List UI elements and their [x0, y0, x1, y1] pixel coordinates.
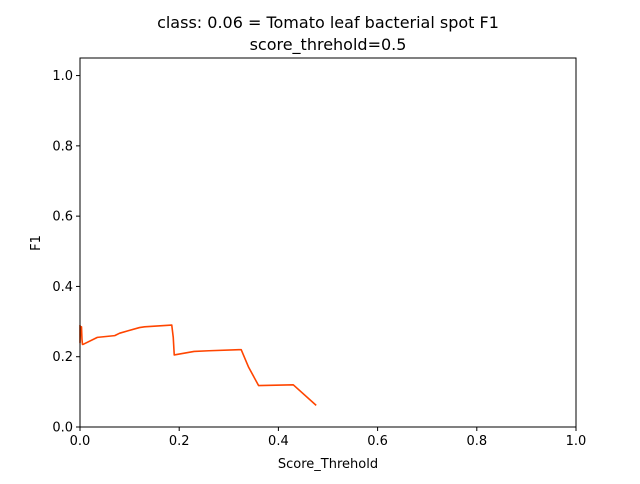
chart-title-line-2: score_threhold=0.5	[250, 35, 407, 55]
y-tick-label: 0.8	[52, 139, 73, 154]
y-tick-label: 1.0	[52, 69, 73, 84]
x-tick-label: 0.2	[169, 434, 190, 449]
x-tick-label: 0.6	[367, 434, 388, 449]
y-axis-label: F1	[29, 235, 44, 251]
y-tick-label: 0.4	[52, 280, 73, 295]
y-tick-label: 0.0	[52, 421, 73, 436]
x-axis-label: Score_Threhold	[278, 457, 378, 472]
x-tick-label: 0.4	[268, 434, 289, 449]
plot-frame	[79, 57, 577, 428]
x-tick-label: 1.0	[566, 434, 587, 449]
x-tick-label: 0.0	[70, 434, 91, 449]
x-tick-label: 0.8	[466, 434, 487, 449]
chart-title-line-1: class: 0.06 = Tomato leaf bacterial spot…	[157, 13, 499, 32]
y-tick-label: 0.2	[52, 350, 73, 365]
y-tick-label: 0.6	[52, 210, 73, 225]
series-line-0	[79, 324, 317, 406]
plot-area: 0.0 0.2 0.4 0.6 0.8 1.0 0.0 0.2 0.4 0.6 0.8 1.0	[52, 57, 587, 449]
